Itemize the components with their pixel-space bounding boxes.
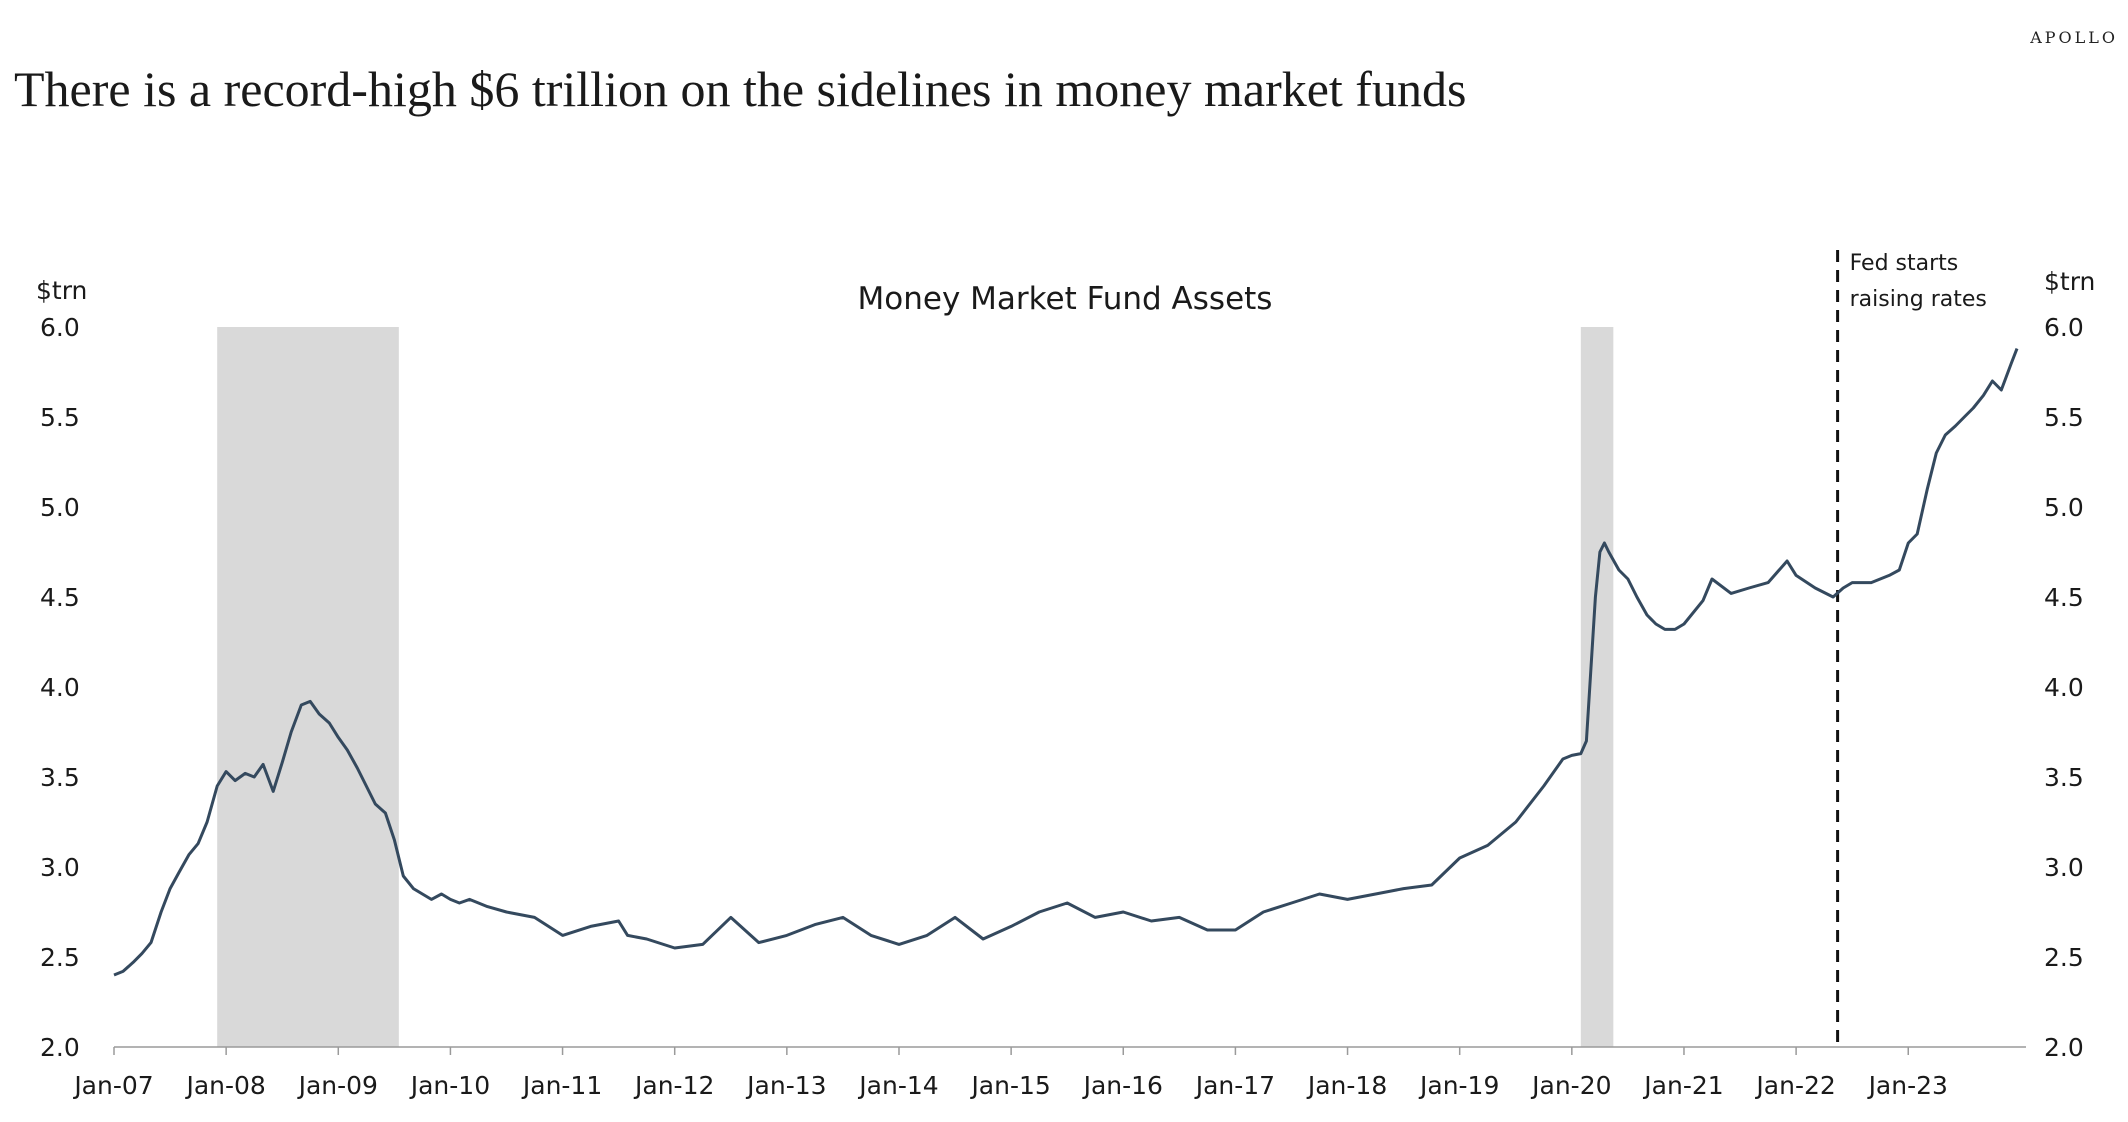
recession-shading	[217, 327, 1614, 1047]
x-tick-label: Jan-18	[1306, 1071, 1387, 1100]
event-annotation-line: Fed starts	[1850, 251, 1959, 276]
x-tick-label: Jan-20	[1530, 1071, 1611, 1100]
brand-logo: APOLLO	[2030, 28, 2118, 47]
x-tick-label: Jan-19	[1418, 1071, 1499, 1100]
y-tick-label-left: 6.0	[40, 313, 80, 342]
x-tick-label: Jan-12	[633, 1071, 714, 1100]
y-tick-label-left: 4.5	[40, 583, 80, 612]
y-tick-label-left: 3.5	[40, 763, 80, 792]
y-tick-label-right: 5.5	[2044, 403, 2084, 432]
event-annotation-line: raising rates	[1850, 287, 1987, 312]
y-tick-label-left: 5.0	[40, 493, 80, 522]
x-tick-label: Jan-22	[1754, 1071, 1835, 1100]
y-tick-label-right: 2.5	[2044, 943, 2084, 972]
x-tick-label: Jan-13	[745, 1071, 826, 1100]
y-tick-label-left: 4.0	[40, 673, 80, 702]
y-axis-ticks: 2.0 2.0 2.5 2.5 3.0 3.0 3.5 3.5 4.0 4.0 4.5 4.5 5.0 5…	[40, 313, 2084, 1062]
x-tick-label: Jan-16	[1082, 1071, 1163, 1100]
x-tick-label: Jan-17	[1194, 1071, 1275, 1100]
y-tick-label-left: 2.5	[40, 943, 80, 972]
left-axis-unit: $trn	[36, 276, 87, 305]
y-tick-label-right: 4.5	[2044, 583, 2084, 612]
x-tick-label: Jan-21	[1642, 1071, 1723, 1100]
recession-band-1	[217, 327, 399, 1047]
y-tick-label-right: 4.0	[2044, 673, 2084, 702]
x-tick-label: Jan-07	[72, 1071, 153, 1100]
y-tick-label-right: 3.0	[2044, 853, 2084, 882]
series-layer	[113, 348, 2019, 977]
y-tick-label-left: 5.5	[40, 403, 80, 432]
x-tick-label: Jan-23	[1867, 1071, 1948, 1100]
y-tick-label-left: 2.0	[40, 1033, 80, 1062]
x-tick-label: Jan-08	[184, 1071, 265, 1100]
y-tick-label-right: 2.0	[2044, 1033, 2084, 1062]
recession-band-2	[1580, 327, 1614, 1047]
x-axis: Jan-07 Jan-08 Jan-09 Jan-10 Jan-11 Jan-12 Jan-…	[72, 1046, 2026, 1100]
series-line-mmf-assets	[113, 348, 2019, 977]
y-tick-label-right: 6.0	[2044, 313, 2084, 342]
x-tick-label: Jan-14	[857, 1071, 938, 1100]
x-tick-label: Jan-15	[969, 1071, 1050, 1100]
x-tick-label: Jan-10	[409, 1071, 490, 1100]
y-tick-label-right: 3.5	[2044, 763, 2084, 792]
y-tick-label-right: 5.0	[2044, 493, 2084, 522]
x-tick-label: Jan-11	[521, 1071, 602, 1100]
chart-title: Money Market Fund Assets	[858, 281, 1273, 317]
y-tick-label-left: 3.0	[40, 853, 80, 882]
page-headline: There is a record-high $6 trillion on th…	[14, 61, 1467, 117]
x-tick-label: Jan-09	[297, 1071, 378, 1100]
event-annotation: Fed starts raising rates	[1850, 251, 1987, 312]
right-axis-unit: $trn	[2044, 267, 2095, 296]
